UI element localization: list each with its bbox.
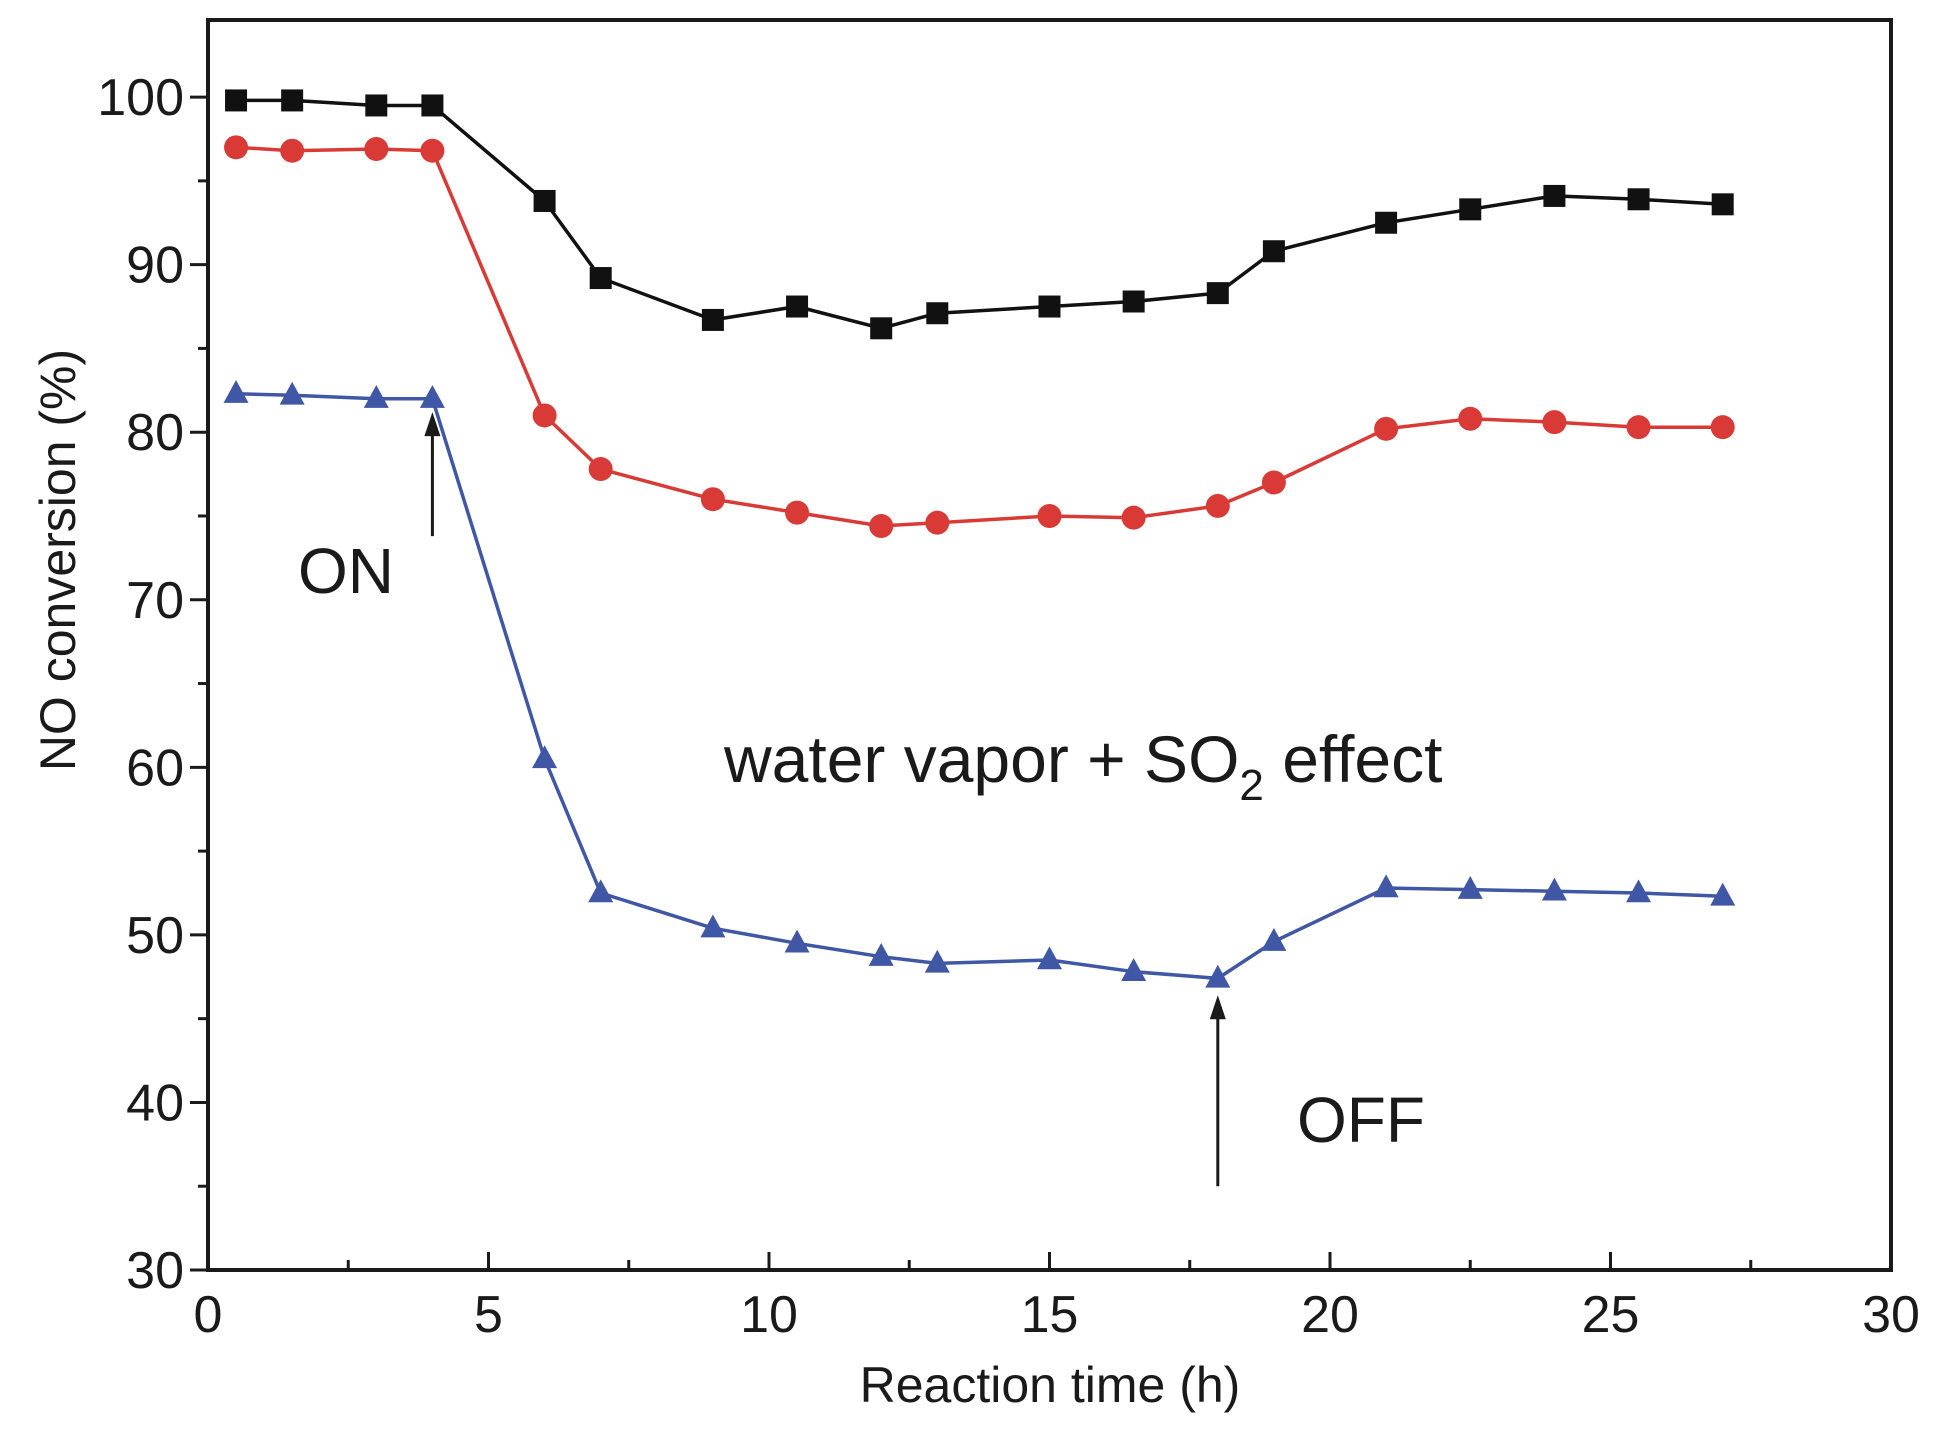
data-point-square xyxy=(589,267,612,290)
data-point-circle xyxy=(364,137,389,162)
data-point-circle xyxy=(1542,410,1567,435)
data-point-circle xyxy=(1037,503,1062,528)
series-red-circles xyxy=(224,135,1735,539)
data-point-square xyxy=(926,302,949,325)
data-point-square xyxy=(1122,290,1145,313)
series-line-blue-triangles xyxy=(236,391,1723,981)
data-point-circle xyxy=(224,135,249,160)
data-point-triangle xyxy=(363,385,389,408)
data-point-triangle xyxy=(1121,958,1147,981)
x-tick-label: 10 xyxy=(740,1286,798,1344)
on-arrow-head xyxy=(424,412,441,437)
data-point-square xyxy=(225,89,248,112)
data-point-circle xyxy=(1710,415,1735,440)
effect-annotation-subscript: 2 xyxy=(1239,761,1263,810)
data-point-square xyxy=(1262,240,1285,263)
y-tick-label: 40 xyxy=(126,1074,184,1132)
data-point-triangle xyxy=(223,380,249,403)
data-point-triangle xyxy=(868,943,894,966)
data-point-square xyxy=(1206,282,1229,305)
effect-annotation: water vapor + SO2 effect xyxy=(723,722,1442,810)
data-point-triangle xyxy=(1541,877,1567,901)
x-tick-label: 15 xyxy=(1021,1286,1079,1344)
y-tick-label: 30 xyxy=(126,1242,184,1300)
data-point-square xyxy=(421,94,444,117)
y-axis-title: NO conversion (%) xyxy=(30,349,86,771)
data-point-circle xyxy=(1374,416,1399,441)
data-point-circle xyxy=(869,514,894,539)
data-point-square xyxy=(1459,198,1482,221)
data-point-square xyxy=(1711,193,1734,216)
x-tick-label: 0 xyxy=(194,1286,223,1344)
y-tick-label: 70 xyxy=(126,572,184,630)
data-point-triangle xyxy=(1710,882,1736,906)
data-point-square xyxy=(365,94,388,117)
data-point-square xyxy=(1375,211,1398,234)
series-blue-triangles xyxy=(223,380,1736,988)
data-point-circle xyxy=(588,457,613,482)
data-point-circle xyxy=(1121,505,1146,530)
on-annotation-label: ON xyxy=(298,535,394,607)
data-point-triangle xyxy=(532,745,558,769)
y-tick-label: 80 xyxy=(126,404,184,462)
annotation-arrows xyxy=(424,412,1226,1187)
series-layer xyxy=(223,89,1736,988)
x-tick-label: 25 xyxy=(1582,1286,1640,1344)
x-tick-label: 30 xyxy=(1862,1286,1920,1344)
data-point-triangle xyxy=(1205,964,1231,988)
y-tick-label: 100 xyxy=(97,69,184,127)
data-point-triangle xyxy=(924,949,950,973)
data-point-square xyxy=(701,308,724,331)
data-point-square xyxy=(533,189,556,212)
y-axis-ticks: 30 40 50 60 70 80 90 100 xyxy=(97,69,208,1300)
data-point-square xyxy=(1543,184,1566,207)
y-tick-label: 60 xyxy=(126,739,184,797)
data-point-triangle xyxy=(700,914,726,938)
effect-annotation-main: water vapor + SO xyxy=(723,722,1239,796)
data-point-triangle xyxy=(1373,874,1399,898)
data-point-square xyxy=(786,295,809,318)
x-axis-ticks: 0 5 10 15 20 25 30 xyxy=(194,1252,1920,1344)
data-point-circle xyxy=(420,138,445,163)
x-tick-label: 5 xyxy=(474,1286,503,1344)
data-point-circle xyxy=(700,487,725,512)
data-point-triangle xyxy=(1626,879,1652,903)
data-point-circle xyxy=(1626,415,1651,440)
data-point-triangle xyxy=(1261,927,1287,951)
data-point-circle xyxy=(785,500,810,525)
data-point-triangle xyxy=(784,929,810,953)
data-point-triangle xyxy=(1457,875,1483,899)
data-point-square xyxy=(870,317,893,340)
data-point-circle xyxy=(532,403,557,428)
data-point-square xyxy=(1627,188,1650,211)
data-point-circle xyxy=(280,138,305,163)
series-black-squares xyxy=(225,89,1734,340)
y-tick-label: 90 xyxy=(126,237,184,295)
data-point-square xyxy=(1038,295,1061,318)
data-point-circle xyxy=(1261,470,1286,495)
y-tick-label: 50 xyxy=(126,907,184,965)
effect-annotation-tail: effect xyxy=(1264,722,1443,796)
x-tick-label: 20 xyxy=(1301,1286,1359,1344)
off-arrow-head xyxy=(1209,995,1226,1020)
data-point-circle xyxy=(1205,493,1230,518)
data-point-triangle xyxy=(419,385,445,408)
x-axis-title: Reaction time (h) xyxy=(860,1357,1241,1413)
data-point-square xyxy=(281,89,304,112)
data-point-triangle xyxy=(1037,946,1062,970)
data-point-triangle xyxy=(279,381,305,405)
data-point-circle xyxy=(925,510,950,535)
off-annotation-label: OFF xyxy=(1297,1084,1425,1156)
data-point-triangle xyxy=(588,879,614,903)
data-point-circle xyxy=(1458,406,1483,431)
